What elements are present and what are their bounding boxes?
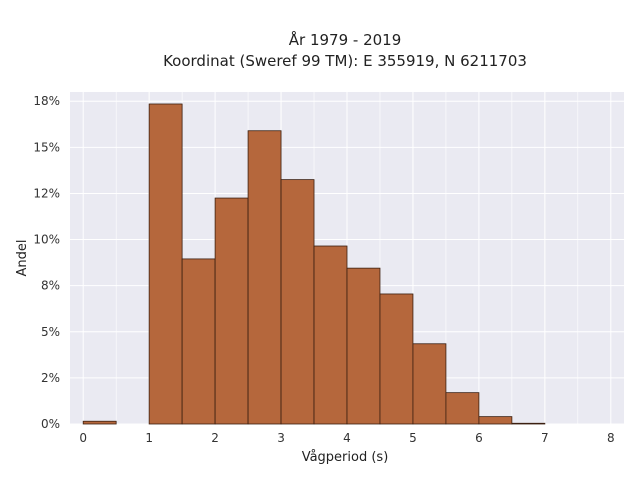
y-tick-label: 5% [41, 325, 60, 339]
histogram-bar [82, 420, 117, 425]
x-tick-label: 4 [343, 431, 351, 445]
histogram-bar [280, 179, 315, 425]
histogram-bar [379, 293, 414, 425]
histogram-bar [412, 343, 447, 425]
x-tick-label: 8 [607, 431, 615, 445]
histogram-bars [82, 103, 546, 425]
x-tick-label: 5 [409, 431, 417, 445]
histogram-bar [214, 197, 249, 425]
x-tick-label: 6 [475, 431, 483, 445]
x-tick-label: 1 [145, 431, 153, 445]
histogram-bar [148, 103, 183, 425]
y-tick-label: 18% [33, 94, 60, 108]
x-tick-label: 3 [277, 431, 285, 445]
histogram-bar [478, 416, 513, 425]
histogram-bar [181, 258, 216, 425]
histogram-bar [445, 392, 480, 425]
y-tick-label: 10% [33, 233, 60, 247]
x-axis-ticks: 0 1 2 3 4 5 6 7 8 [79, 431, 614, 445]
x-axis-label: Vågperiod (s) [302, 450, 389, 465]
y-tick-label: 0% [41, 417, 60, 431]
x-tick-label: 0 [79, 431, 87, 445]
x-tick-label: 2 [211, 431, 219, 445]
y-axis-ticks: 0% 2% 5% 8% 10% 12% 15% 18% [33, 94, 60, 431]
histogram-bar [313, 245, 348, 425]
y-tick-label: 15% [33, 140, 60, 154]
histogram-bar [247, 130, 282, 425]
histogram-bar [511, 422, 546, 425]
y-tick-label: 8% [41, 279, 60, 293]
x-tick-label: 7 [541, 431, 549, 445]
histogram-bar [346, 267, 381, 425]
y-axis-label: Andel [15, 240, 30, 277]
chart-subtitle: Koordinat (Sweref 99 TM): E 355919, N 62… [163, 52, 527, 70]
y-tick-label: 12% [33, 186, 60, 200]
chart-title: År 1979 - 2019 [289, 30, 402, 49]
y-tick-label: 2% [41, 371, 60, 385]
